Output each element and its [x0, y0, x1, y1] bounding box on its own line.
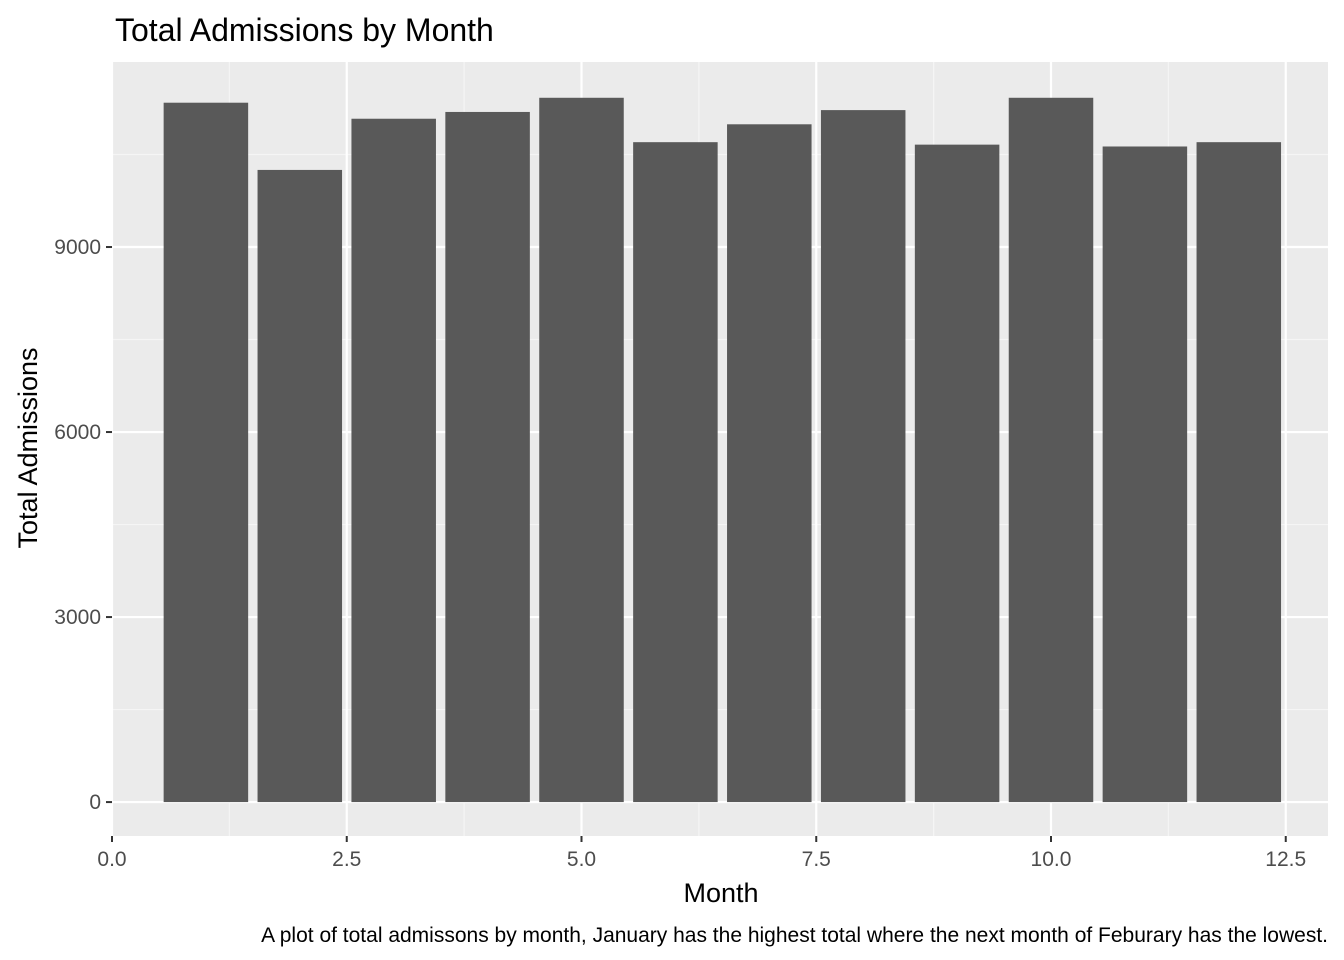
bar-month-11: [1102, 146, 1188, 803]
bar-month-8: [820, 110, 906, 803]
chart-title: Total Admissions by Month: [115, 12, 494, 48]
y-axis-title: Total Admissions: [13, 347, 43, 548]
x-axis-title: Month: [683, 878, 758, 908]
bar-month-3: [351, 118, 436, 803]
bar-month-10: [1008, 97, 1094, 803]
x-tick-label: 10.0: [1031, 848, 1072, 871]
y-tick-label: 9000: [54, 236, 101, 259]
bar-month-2: [257, 169, 343, 803]
bar-month-4: [445, 111, 530, 803]
axis-ticks: [106, 246, 1287, 842]
bar-month-5: [539, 97, 624, 803]
bar-month-12: [1196, 142, 1282, 803]
bar-month-9: [914, 144, 1000, 803]
bars: [163, 97, 1282, 803]
y-tick-label: 0: [89, 791, 101, 814]
bar-month-7: [727, 124, 812, 803]
x-tick-label: 0.0: [97, 848, 126, 871]
y-tick-label: 6000: [54, 421, 101, 444]
x-tick-label: 2.5: [332, 848, 361, 871]
x-tick-label: 5.0: [567, 848, 596, 871]
bar-month-1: [163, 102, 249, 803]
y-tick-labels: 0 3000 6000 9000: [54, 236, 101, 814]
x-tick-label: 12.5: [1265, 848, 1306, 871]
chart-caption: A plot of total admissons by month, Janu…: [261, 924, 1328, 947]
x-tick-labels: 0.0 2.5 5.0 7.5 10.0 12.5: [97, 848, 1306, 871]
x-tick-label: 7.5: [802, 848, 831, 871]
y-tick-label: 3000: [54, 606, 101, 629]
bar-month-6: [633, 142, 718, 803]
